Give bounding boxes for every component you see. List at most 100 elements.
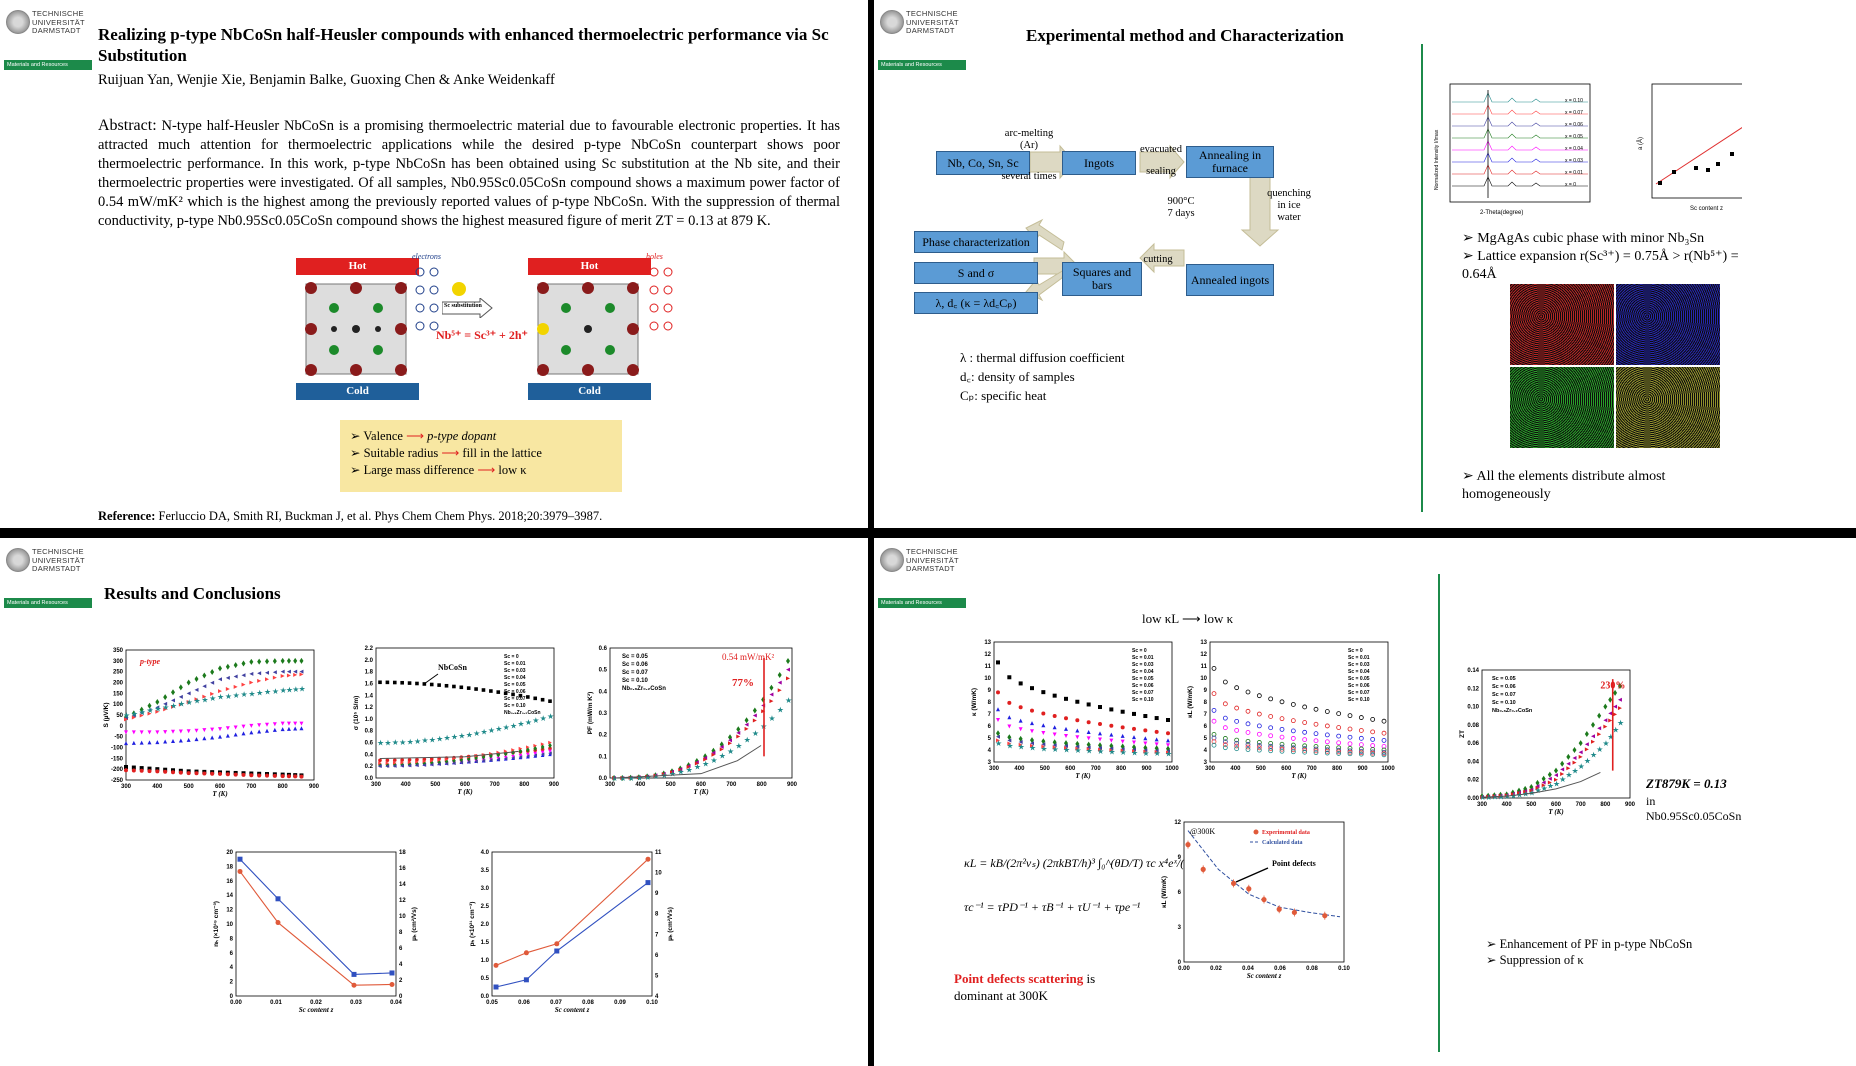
- x-tick-label: 1000: [1381, 766, 1395, 772]
- kappa-point: [1381, 738, 1387, 743]
- plot-frame: [1183, 821, 1345, 963]
- carrier-point: [645, 856, 651, 862]
- pf-note: 0.54 mW/mK²: [722, 652, 774, 662]
- seebeck-point: [124, 765, 128, 769]
- x-tick-label: 500: [1526, 802, 1537, 808]
- y-axis-label: ZT: [1459, 730, 1466, 738]
- x-tick-label: 800: [278, 784, 289, 790]
- kappa-point: [1290, 728, 1296, 734]
- sigma-point: [548, 746, 552, 751]
- kappa-point: [1381, 744, 1387, 749]
- carrier-point: [389, 981, 395, 987]
- cutting-label: cutting: [1143, 254, 1173, 265]
- kappa-point: [1120, 709, 1125, 714]
- carrier-point: [237, 856, 243, 862]
- kappa-legend: Sc = 0.05: [1132, 676, 1154, 682]
- kappa-point: ★: [1108, 748, 1115, 757]
- relaxation-formula: τc⁻¹ = τPD⁻¹ + τB⁻¹ + τU⁻¹ + τpe⁻¹: [964, 900, 1141, 914]
- university-name: TECHNISCHE UNIVERSITÄT DARMSTADT: [32, 547, 85, 574]
- y-tick-label: 6: [988, 724, 992, 730]
- y2-tick-label: 8: [655, 912, 659, 918]
- kappa-point: [1007, 741, 1012, 746]
- zt-point: [1608, 696, 1613, 703]
- seebeck-point: [155, 740, 160, 745]
- symbol-legend: λ : thermal diffusion coefficient d꜀: de…: [960, 348, 1125, 405]
- pf-point: [752, 713, 757, 718]
- seebeck-point: [265, 658, 269, 665]
- x-tick-label: 900: [787, 782, 798, 788]
- zt-legend: Sc = 0.06: [1492, 684, 1516, 690]
- y-axis-label: S (µV/K): [103, 702, 110, 727]
- x-tick-label: 500: [184, 784, 195, 790]
- sigma-legend: Nb₀.₈Zr₀.₂CoSn: [504, 710, 541, 716]
- x-axis-label: Sc content z: [555, 1006, 590, 1014]
- seebeck-point: ★: [201, 695, 208, 704]
- y-tick-label: 0.2: [365, 764, 374, 770]
- xrd-legend: x = 0.01: [1565, 170, 1583, 176]
- kappa-point: [1166, 743, 1170, 748]
- seebeck-point: [241, 724, 246, 729]
- kappa-point: [1120, 739, 1125, 744]
- y-tick-label: 0.4: [599, 689, 608, 695]
- y-axis-label: pₕ (×10²¹ cm⁻³): [469, 902, 476, 947]
- zt-point: [1541, 780, 1546, 785]
- sigma-point: ★: [503, 723, 510, 732]
- x-tick-label: 500: [666, 782, 677, 788]
- zt-point: ★: [1596, 745, 1603, 754]
- seebeck-point: [131, 715, 136, 720]
- sigma-point: [459, 685, 464, 690]
- department-bar: Materials and Resources: [878, 60, 966, 70]
- kappa-point: [1120, 747, 1125, 752]
- pf-ref-line: [613, 745, 762, 779]
- sigma-point: [548, 740, 552, 745]
- seebeck-point: [139, 713, 144, 718]
- seebeck-point: [131, 765, 136, 770]
- kappa-point: [1211, 732, 1217, 737]
- arrow-icon: ⟶: [406, 429, 424, 443]
- crystal-schematic: Hot Cold electrons Sc substitution Nb⁵⁺ …: [296, 252, 676, 400]
- kappa-point: [1234, 728, 1240, 733]
- seebeck-point: [139, 706, 144, 713]
- kl300-chart-svg: 12 9 6 3 00.00 0.02 0.04 0.06 0.08 0.10 Sc content…: [1161, 820, 1350, 980]
- zt-legend: Sc = 0.10: [1492, 700, 1516, 706]
- sigma-point: [540, 744, 545, 750]
- bullet-text: All the elements distribute almost homog…: [1462, 469, 1666, 502]
- x-tick-label: 900: [1142, 766, 1153, 772]
- y-tick-label: 18: [226, 864, 233, 870]
- kappa-point: [1018, 742, 1023, 747]
- y-tick-label: 3: [1178, 925, 1182, 931]
- seebeck-point: [210, 668, 215, 675]
- slide-results: TECHNISCHE UNIVERSITÄT DARMSTADT Materia…: [0, 538, 868, 1066]
- y-tick-label: 4: [230, 965, 234, 971]
- sigma-point: [415, 681, 419, 686]
- kappa-point: [1358, 749, 1364, 754]
- kappa-point: [1007, 724, 1012, 729]
- kappa-point: [1358, 728, 1364, 733]
- kappa-point: [1336, 725, 1342, 730]
- seebeck-point: [210, 680, 215, 685]
- sigma-point: [540, 697, 545, 702]
- kappa-point: [1075, 746, 1080, 751]
- plot-frame: [1481, 669, 1631, 799]
- cold-bar: Cold: [296, 383, 419, 400]
- plot-frame: [1209, 641, 1389, 763]
- y-tick-label: 350: [113, 648, 124, 654]
- kappa-point: [1290, 718, 1296, 724]
- y2-tick-label: 9: [655, 891, 659, 897]
- seebeck-point: [257, 671, 262, 676]
- zt-point: [1535, 785, 1540, 790]
- seebeck-point: [124, 717, 128, 722]
- dopant-summary-box: ➢ Valence ⟶ p-type dopant ➢ Suitable rad…: [340, 420, 622, 492]
- xrd-pattern: [1452, 140, 1588, 151]
- eds-bullet: ➢ All the elements distribute almost hom…: [1462, 469, 1666, 502]
- carrier-point: [275, 896, 281, 902]
- dopant-item: ➢ Large mass difference ⟶ low κ: [350, 463, 527, 477]
- kappa-legend: Sc = 0.04: [1132, 669, 1154, 675]
- legend-line: λ : thermal diffusion coefficient: [960, 350, 1125, 365]
- x-tick-label: 0.10: [646, 1000, 658, 1006]
- xrd-legend: x = 0.07: [1565, 110, 1583, 116]
- sigma-point: [481, 759, 486, 763]
- logo-line: UNIVERSITÄT: [32, 555, 85, 565]
- sigma-point: [444, 761, 449, 766]
